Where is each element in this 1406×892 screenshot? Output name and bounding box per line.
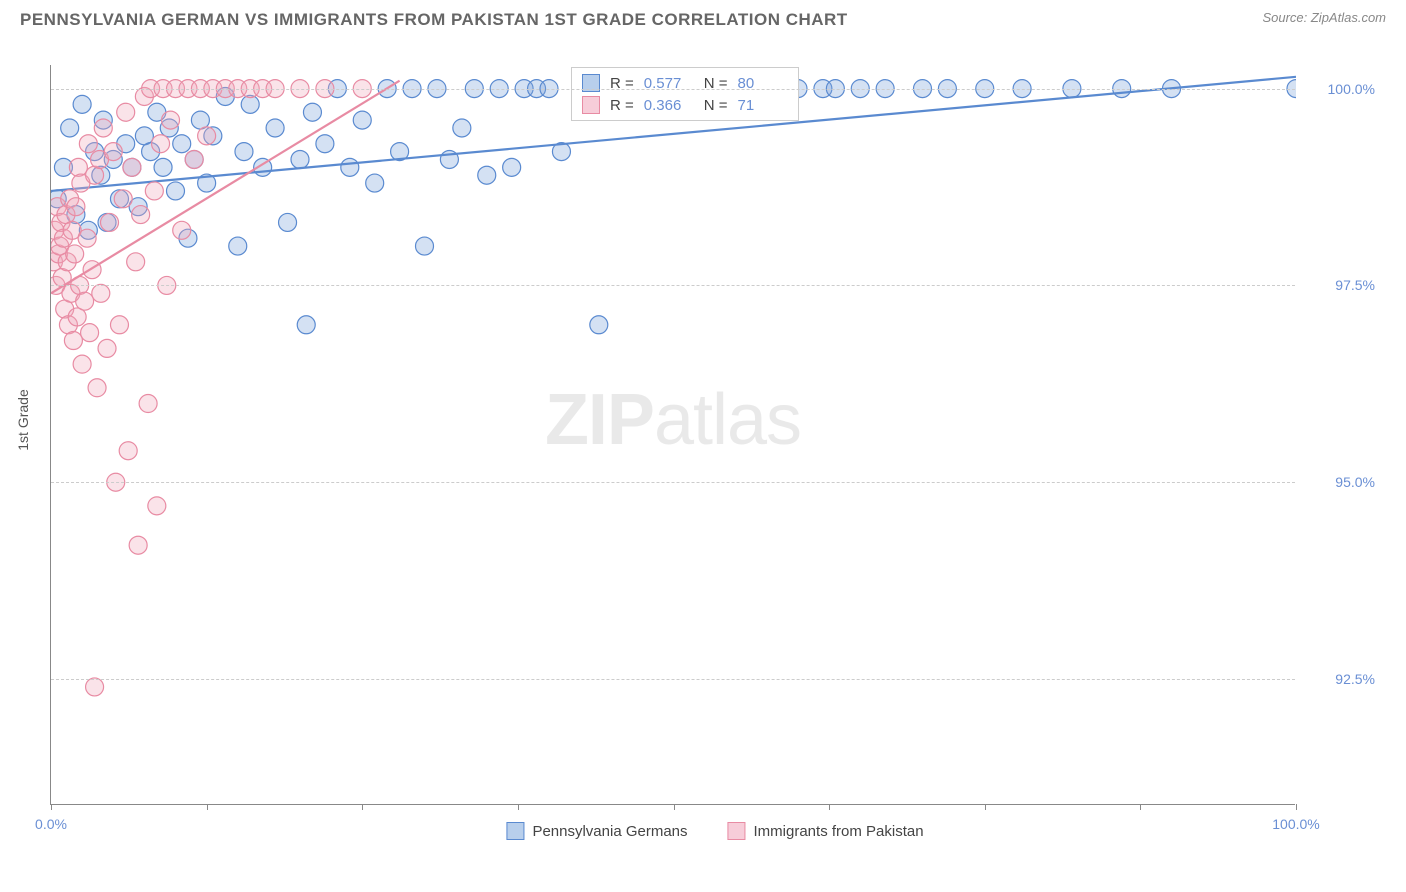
data-point	[353, 111, 371, 129]
data-point	[291, 150, 309, 168]
data-point	[279, 213, 297, 231]
data-point	[173, 135, 191, 153]
data-point	[590, 316, 608, 334]
y-tick-label: 100.0%	[1328, 81, 1375, 97]
legend-swatch	[506, 822, 524, 840]
y-axis-label: 1st Grade	[15, 389, 31, 450]
data-point	[185, 150, 203, 168]
correlation-stats-box: R =0.577N =80 R = 0.366 N = 71	[571, 67, 799, 121]
x-tick	[829, 804, 830, 810]
data-point	[114, 190, 132, 208]
legend: Pennsylvania Germans Immigrants from Paki…	[506, 822, 923, 840]
source-attribution: Source: ZipAtlas.com	[1262, 10, 1386, 25]
chart-title: PENNSYLVANIA GERMAN VS IMMIGRANTS FROM P…	[20, 10, 848, 30]
data-point	[145, 182, 163, 200]
data-point	[86, 678, 104, 696]
y-tick-label: 97.5%	[1335, 277, 1375, 293]
data-point	[76, 292, 94, 310]
x-tick	[1140, 804, 1141, 810]
x-tick-label: 100.0%	[1272, 816, 1319, 832]
x-tick	[51, 804, 52, 810]
data-point	[110, 316, 128, 334]
r-value: 0.366	[644, 97, 694, 114]
n-value: 71	[738, 97, 788, 114]
data-point	[94, 119, 112, 137]
gridline	[51, 679, 1295, 680]
x-tick	[362, 804, 363, 810]
gridline	[51, 482, 1295, 483]
chart-container: ZIPatlas R =0.577N =80R =0.366N =71 92.5…	[50, 65, 1380, 805]
data-point	[101, 213, 119, 231]
data-point	[297, 316, 315, 334]
data-point	[198, 127, 216, 145]
data-point	[78, 229, 96, 247]
data-point	[117, 103, 135, 121]
stats-swatch	[582, 96, 600, 114]
data-point	[416, 237, 434, 255]
plot-area: ZIPatlas R =0.577N =80R =0.366N =71 92.5…	[50, 65, 1295, 805]
data-point	[73, 95, 91, 113]
data-point	[152, 135, 170, 153]
data-point	[67, 198, 85, 216]
data-point	[167, 182, 185, 200]
x-tick	[1296, 804, 1297, 810]
legend-label: Pennsylvania Germans	[532, 823, 687, 840]
r-label: R =	[610, 97, 634, 114]
data-point	[235, 143, 253, 161]
data-point	[129, 536, 147, 554]
data-point	[266, 119, 284, 137]
data-point	[66, 245, 84, 263]
data-point	[503, 158, 521, 176]
data-point	[154, 158, 172, 176]
x-tick-label: 0.0%	[35, 816, 67, 832]
data-point	[303, 103, 321, 121]
legend-swatch	[728, 822, 746, 840]
data-point	[92, 284, 110, 302]
data-point	[104, 143, 122, 161]
data-point	[453, 119, 471, 137]
x-tick	[207, 804, 208, 810]
data-point	[173, 221, 191, 239]
stats-row: R = 0.366 N = 71	[582, 94, 788, 116]
legend-item: Pennsylvania Germans	[506, 822, 687, 840]
data-point	[123, 158, 141, 176]
data-point	[64, 332, 82, 350]
data-point	[139, 395, 157, 413]
x-tick	[674, 804, 675, 810]
data-point	[316, 135, 334, 153]
data-point	[81, 324, 99, 342]
data-point	[148, 497, 166, 515]
x-tick	[518, 804, 519, 810]
y-tick-label: 95.0%	[1335, 474, 1375, 490]
legend-item: Immigrants from Pakistan	[728, 822, 924, 840]
data-point	[132, 206, 150, 224]
data-point	[119, 442, 137, 460]
n-label: N =	[704, 97, 728, 114]
gridline	[51, 285, 1295, 286]
scatter-svg	[51, 65, 1296, 805]
data-point	[98, 339, 116, 357]
x-tick	[985, 804, 986, 810]
data-point	[69, 158, 87, 176]
data-point	[79, 135, 97, 153]
gridline	[51, 89, 1295, 90]
data-point	[127, 253, 145, 271]
data-point	[73, 355, 91, 373]
data-point	[341, 158, 359, 176]
data-point	[478, 166, 496, 184]
data-point	[162, 111, 180, 129]
stats-row: R =0.577N =80	[582, 72, 788, 94]
legend-label: Immigrants from Pakistan	[754, 823, 924, 840]
data-point	[61, 119, 79, 137]
y-tick-label: 92.5%	[1335, 671, 1375, 687]
data-point	[88, 379, 106, 397]
data-point	[229, 237, 247, 255]
data-point	[366, 174, 384, 192]
